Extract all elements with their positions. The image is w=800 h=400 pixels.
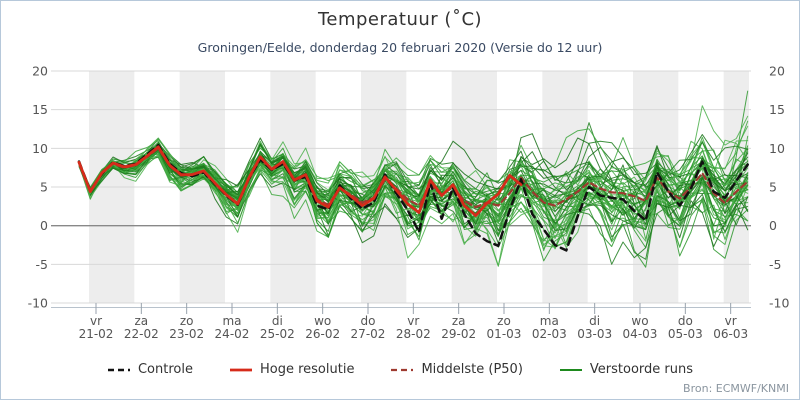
middelste-p50-line-swatch (391, 368, 414, 371)
y-axis-label-left: 20 (32, 64, 48, 79)
x-axis-date-label: 04-03 (623, 327, 658, 341)
x-axis-day-label: wo (314, 314, 331, 328)
source-credit: Bron: ECMWF/KNMI (683, 382, 789, 395)
ensemble-member-line (78, 128, 749, 244)
legend-item-verstoorde-runs: Verstoorde runs (559, 362, 693, 377)
x-axis-date-label: 25-02 (260, 327, 295, 341)
x-axis-day-label: vr (725, 314, 737, 328)
y-axis-label-left: -10 (28, 296, 48, 311)
y-axis-label-right: -5 (769, 257, 781, 272)
hoge-resolutie-line-swatch (229, 368, 252, 371)
ensemble-member-line (78, 142, 749, 244)
legend-label: Hoge resolutie (259, 362, 355, 377)
legend-label: Controle (137, 362, 193, 377)
x-axis-date-label: 23-02 (169, 327, 204, 341)
x-axis-day-label: di (272, 314, 283, 328)
x-axis-date-label: 21-02 (79, 327, 114, 341)
x-axis-day-label: di (589, 314, 600, 328)
legend-label: Middelste (P50) (421, 362, 523, 377)
y-axis-label-left: 5 (40, 180, 48, 195)
x-axis-day-label: ma (540, 314, 559, 328)
y-axis-label-left: 15 (32, 102, 48, 117)
x-axis-date-label: 05-03 (668, 327, 703, 341)
verstoorde-runs-line-swatch (559, 368, 582, 371)
x-axis-date-label: 06-03 (713, 327, 748, 341)
x-axis-date-label: 01-03 (487, 327, 522, 341)
legend: Controle Hoge resolutie Middelste (P50) … (1, 362, 799, 377)
chart-title: Temperatuur (˚C) (317, 9, 483, 30)
x-axis-date-label: 22-02 (124, 327, 159, 341)
x-axis-date-label: 28-02 (396, 327, 431, 341)
x-axis-date-label: 29-02 (441, 327, 476, 341)
legend-item-controle: Controle (107, 362, 193, 377)
ensemble-member-line (78, 140, 749, 233)
x-axis-date-label: 27-02 (351, 327, 386, 341)
y-axis-label-right: 15 (769, 102, 785, 117)
y-axis-label-right: 20 (769, 64, 785, 79)
x-axis-day-label: do (361, 314, 376, 328)
controle-line-swatch (107, 368, 130, 371)
chart-subtitle: Groningen/Eelde, donderdag 20 februari 2… (197, 40, 603, 55)
x-axis-day-label: zo (497, 314, 511, 328)
x-axis-day-label: wo (631, 314, 648, 328)
x-axis-date-label: 03-03 (577, 327, 612, 341)
ensemble-member-line (78, 120, 749, 240)
y-axis-label-right: -10 (769, 296, 789, 311)
x-axis-day-label: ma (222, 314, 241, 328)
y-axis-label-left: -5 (36, 257, 48, 272)
y-axis-label-left: 0 (40, 218, 48, 233)
ensemble-member-line (78, 145, 749, 247)
legend-item-middelste-p50: Middelste (P50) (390, 362, 523, 377)
y-axis-label-right: 0 (769, 218, 777, 233)
x-axis-day-label: do (678, 314, 693, 328)
x-axis-day-label: vr (407, 314, 419, 328)
plot-series-group (77, 90, 749, 268)
ensemble-member-line (78, 151, 749, 262)
y-axis-label-right: 5 (769, 180, 777, 195)
x-axis-day-label: zo (180, 314, 194, 328)
x-axis-date-label: 24-02 (215, 327, 250, 341)
y-axis-label-right: 10 (769, 141, 785, 156)
y-axis-label-left: 10 (32, 141, 48, 156)
ensemble-member-line (78, 146, 749, 223)
x-axis-date-label: 26-02 (305, 327, 340, 341)
x-axis-day-label: za (135, 314, 149, 328)
legend-item-hoge-resolutie: Hoge resolutie (229, 362, 354, 377)
x-axis-day-label: za (452, 314, 466, 328)
x-axis-date-label: 02-03 (532, 327, 567, 341)
series-hoge-resolutie (77, 145, 523, 218)
legend-label: Verstoorde runs (589, 362, 694, 377)
ensemble-member-line (78, 146, 749, 235)
x-axis-day-label: vr (90, 314, 102, 328)
